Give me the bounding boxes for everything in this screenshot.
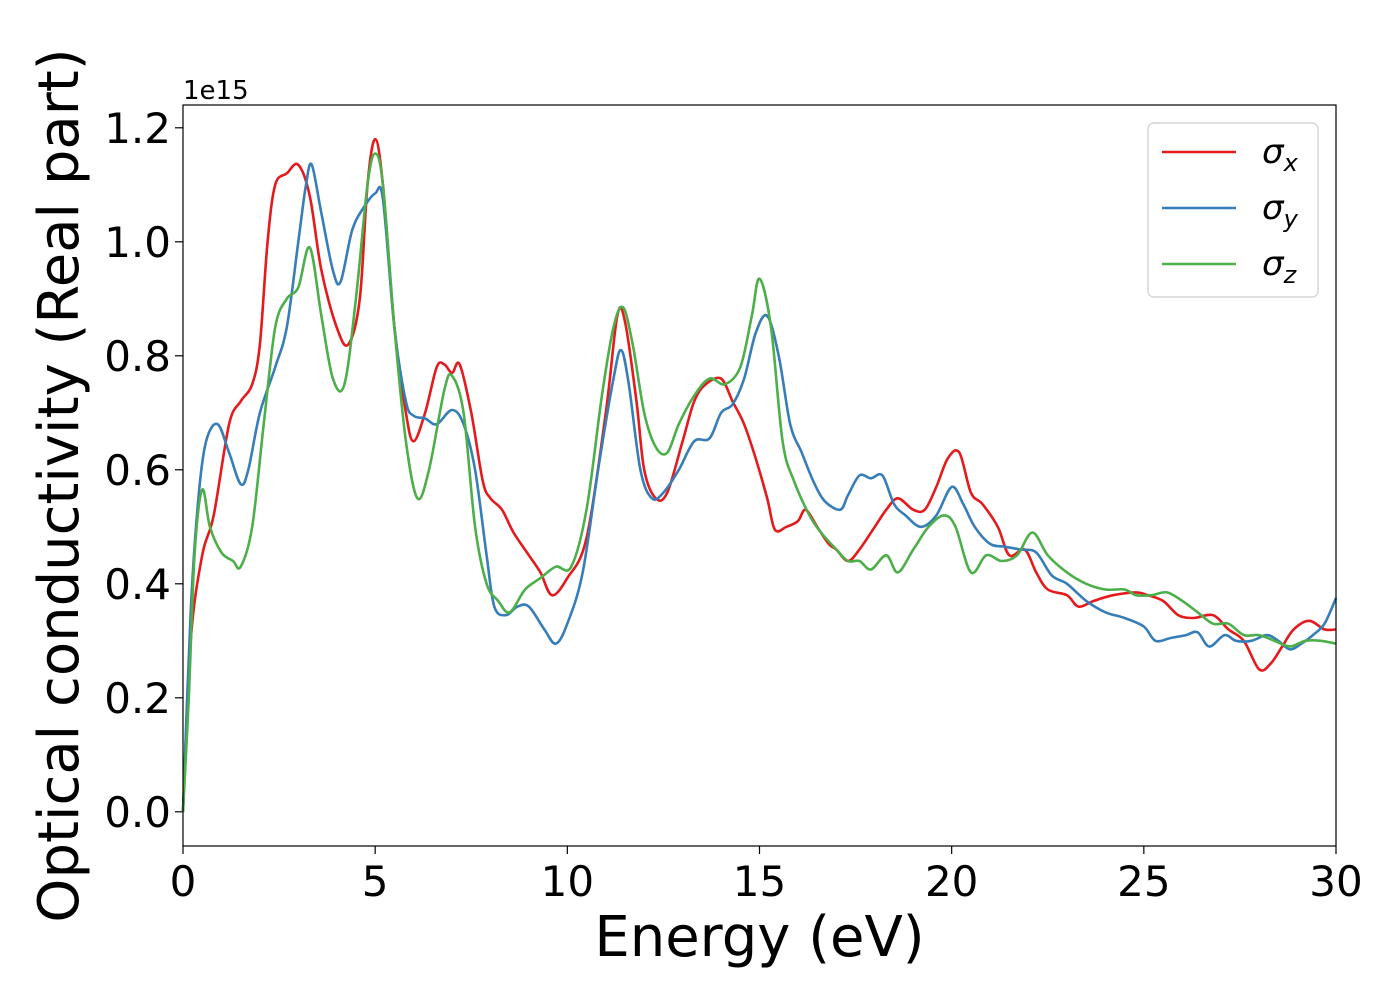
legend-label-x: σx [1262, 132, 1299, 177]
legend-label-y: σy [1262, 188, 1299, 233]
legend-label-z: σz [1262, 244, 1298, 289]
y-axis-ticks: 0.0 0.2 0.4 0.6 0.8 1.0 1.2 [104, 104, 183, 837]
y-tick-label: 0.2 [104, 674, 171, 723]
series-line-z [181, 152, 1337, 812]
legend-box [1147, 122, 1319, 298]
y-tick-label: 1.0 [104, 218, 171, 267]
y-tick-label: 0.0 [104, 788, 171, 837]
y-tick-label: 0.4 [104, 560, 171, 609]
y-tick-label: 0.6 [104, 446, 171, 495]
y-axis-offset-label: 1e15 [183, 76, 249, 106]
y-tick-label: 1.2 [104, 104, 171, 153]
y-axis-label: Optical conductivity (Real part) [27, 48, 92, 922]
y-tick-label: 0.8 [104, 332, 171, 381]
series-lines [181, 137, 1338, 812]
x-axis-ticks: 0 5 10 15 20 25 30 [170, 846, 1363, 906]
x-tick-label: 5 [362, 857, 389, 906]
x-tick-label: 0 [170, 857, 197, 906]
x-tick-label: 20 [925, 857, 978, 906]
x-tick-label: 10 [541, 857, 594, 906]
series-line-y [181, 162, 1338, 812]
x-tick-label: 30 [1309, 857, 1362, 906]
x-axis-label: Energy (eV) [594, 905, 924, 970]
legend: σx σy σz [1147, 122, 1319, 298]
plot-frame [182, 104, 1337, 847]
x-tick-label: 15 [733, 857, 786, 906]
x-tick-label: 25 [1117, 857, 1170, 906]
